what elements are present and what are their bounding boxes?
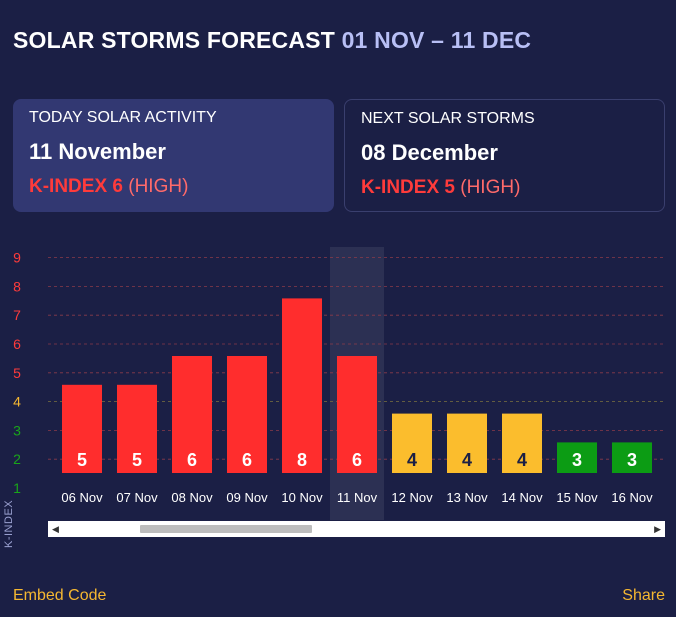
scroll-left-icon[interactable]: ◀: [52, 524, 59, 534]
next-kindex: K-INDEX 5: [361, 177, 455, 198]
bar: [282, 298, 322, 473]
y-tick-label: 5: [13, 365, 21, 381]
page-title: SOLAR STORMS FORECAST 01 NOV – 11 DEC: [13, 27, 531, 54]
bar: [172, 356, 212, 473]
bar: [227, 356, 267, 473]
y-tick-label: 9: [13, 250, 21, 266]
today-level: (HIGH): [128, 176, 189, 197]
today-kindex: K-INDEX 6: [29, 176, 123, 197]
bar-value-label: 6: [187, 450, 197, 470]
next-date: 08 December: [361, 140, 498, 165]
bar-value-label: 4: [407, 450, 417, 470]
today-kindex-line: K-INDEX 6 (HIGH): [29, 176, 318, 198]
bar: [612, 442, 652, 473]
title-text: SOLAR STORMS FORECAST: [13, 27, 335, 53]
x-tick-label: 13 Nov: [446, 490, 488, 505]
kindex-bar-chart: 1 2 3 4 5 6 7 8 9 5 5 6 6 8 6 4 4 4 3 3 06 Nov 07 Nov 08 Nov 09…: [13, 247, 666, 520]
bar: [62, 384, 102, 473]
bar-value-label: 3: [572, 450, 582, 470]
bar: [447, 413, 487, 473]
bar-value-label: 4: [517, 450, 527, 470]
bar-value-label: 5: [77, 450, 87, 470]
x-tick-label: 06 Nov: [61, 490, 103, 505]
x-tick-label: 11 Nov: [337, 490, 378, 505]
bar: [117, 384, 157, 473]
y-tick-label: 8: [13, 278, 21, 294]
bar-value-label: 5: [132, 450, 142, 470]
x-tick-label: 16 Nov: [611, 490, 653, 505]
scroll-right-icon[interactable]: ▶: [654, 524, 661, 534]
today-date: 11 November: [29, 139, 166, 164]
x-tick-label: 12 Nov: [391, 490, 433, 505]
today-card: TODAY SOLAR ACTIVITY 11 November K-INDEX…: [13, 99, 334, 212]
y-tick-label: 2: [13, 451, 21, 467]
next-kindex-line: K-INDEX 5 (HIGH): [361, 177, 648, 199]
bar: [502, 413, 542, 473]
today-label: TODAY SOLAR ACTIVITY: [29, 109, 217, 126]
y-tick-label: 4: [13, 394, 21, 410]
bar-value-label: 3: [627, 450, 637, 470]
y-tick-label: 7: [13, 307, 21, 323]
share-link[interactable]: Share: [622, 587, 665, 604]
chart-scrollbar[interactable]: ◀ ▶: [48, 521, 665, 537]
x-tick-label: 08 Nov: [171, 490, 213, 505]
bar: [557, 442, 597, 473]
x-tick-label: 10 Nov: [281, 490, 323, 505]
y-tick-label: 1: [13, 480, 21, 496]
bar-value-label: 6: [242, 450, 252, 470]
y-tick-label: 3: [13, 422, 21, 438]
bar-value-label: 6: [352, 450, 362, 470]
y-tick-label: 6: [13, 336, 21, 352]
next-label: NEXT SOLAR STORMS: [361, 110, 535, 127]
date-range: 01 NOV – 11 DEC: [341, 27, 532, 53]
x-tick-label: 15 Nov: [556, 490, 598, 505]
next-level: (HIGH): [460, 177, 521, 198]
x-tick-label: 14 Nov: [501, 490, 543, 505]
x-tick-label: 09 Nov: [226, 490, 268, 505]
bar-value-label: 8: [297, 450, 307, 470]
embed-code-link[interactable]: Embed Code: [13, 587, 107, 604]
bar-value-label: 4: [462, 450, 472, 470]
bar: [337, 356, 377, 473]
bar: [392, 413, 432, 473]
next-storm-card: NEXT SOLAR STORMS 08 December K-INDEX 5 …: [344, 99, 665, 212]
x-tick-label: 07 Nov: [116, 490, 158, 505]
scrollbar-thumb[interactable]: [140, 525, 312, 533]
y-axis-label: K-INDEX: [3, 499, 15, 548]
